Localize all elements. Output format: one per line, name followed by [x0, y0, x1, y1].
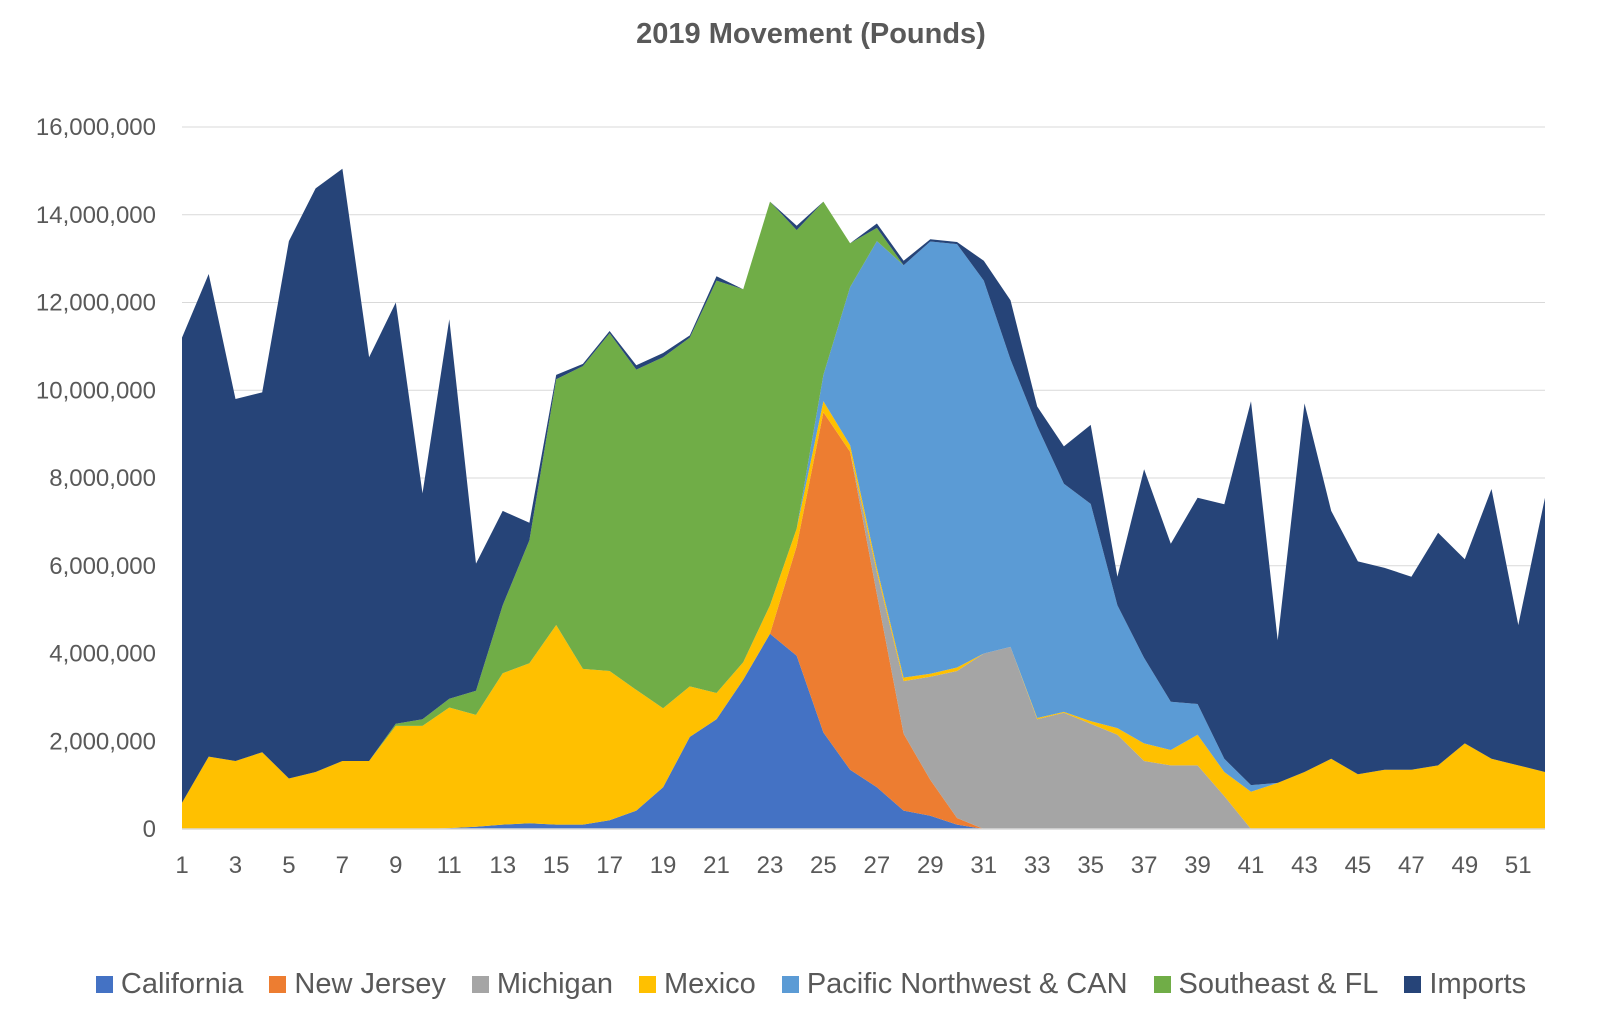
legend-item-new-jersey: New Jersey — [269, 968, 446, 1001]
y-tick-label: 0 — [143, 816, 156, 843]
y-axis-labels: 0 2,000,000 4,000,000 6,000,000 8,000,000 10,… — [36, 114, 156, 843]
legend-swatch — [269, 976, 287, 993]
x-tick-label: 47 — [1398, 852, 1425, 879]
x-tick-label: 51 — [1505, 852, 1532, 879]
legend-item-mexico: Mexico — [638, 968, 756, 1001]
x-tick-label: 7 — [336, 852, 349, 879]
legend-item-imports: Imports — [1404, 968, 1526, 1001]
x-tick-label: 1 — [175, 852, 188, 879]
y-tick-label: 4,000,000 — [49, 641, 156, 668]
legend-item-michigan: Michigan — [471, 968, 613, 1001]
x-tick-label: 23 — [757, 852, 784, 879]
legend-label: Imports — [1429, 968, 1527, 1000]
chart-title: 2019 Movement (Pounds) — [636, 18, 986, 50]
legend-label: New Jersey — [294, 968, 446, 1000]
area-southeast-fl — [182, 201, 1545, 803]
legend-swatch — [1153, 976, 1171, 993]
area-california — [182, 633, 1545, 829]
x-tick-label: 45 — [1345, 852, 1372, 879]
y-tick-label: 12,000,000 — [36, 290, 156, 317]
x-tick-label: 13 — [489, 852, 516, 879]
x-tick-label: 27 — [864, 852, 891, 879]
x-tick-label: 29 — [917, 852, 944, 879]
x-tick-label: 5 — [282, 852, 295, 879]
legend-label: Pacific Northwest & CAN — [806, 968, 1128, 1000]
x-tick-label: 21 — [703, 852, 730, 879]
legend-label: Michigan — [496, 968, 613, 1000]
y-tick-label: 8,000,000 — [49, 465, 156, 492]
x-tick-label: 19 — [650, 852, 677, 879]
legend-label: Southeast & FL — [1178, 968, 1379, 1000]
x-tick-label: 39 — [1184, 852, 1211, 879]
x-tick-label: 31 — [970, 852, 997, 879]
legend-item-pacific-northwest-can: Pacific Northwest & CAN — [781, 968, 1128, 1001]
legend: California New Jersey Michigan Mexico Pacifi… — [0, 968, 1622, 1001]
y-tick-label: 14,000,000 — [36, 202, 156, 229]
legend-item-southeast-fl: Southeast & FL — [1153, 968, 1379, 1001]
legend-swatch — [638, 976, 656, 993]
y-tick-label: 2,000,000 — [49, 728, 156, 755]
y-tick-label: 6,000,000 — [49, 553, 156, 580]
x-tick-label: 41 — [1238, 852, 1265, 879]
x-tick-label: 9 — [389, 852, 402, 879]
x-tick-label: 37 — [1131, 852, 1158, 879]
y-tick-label: 16,000,000 — [36, 114, 156, 141]
x-tick-label: 15 — [543, 852, 570, 879]
area-series — [182, 168, 1545, 829]
x-tick-label: 43 — [1291, 852, 1318, 879]
legend-label: Mexico — [663, 968, 756, 1000]
area-mexico — [182, 401, 1545, 829]
legend-swatch — [781, 976, 799, 993]
legend-swatch — [471, 976, 489, 993]
y-tick-label: 10,000,000 — [36, 377, 156, 404]
legend-item-california: California — [95, 968, 244, 1001]
legend-swatch — [95, 976, 113, 993]
area-pacific-northwest-can — [182, 241, 1545, 803]
x-tick-label: 17 — [596, 852, 623, 879]
x-tick-label: 35 — [1077, 852, 1104, 879]
legend-label: California — [120, 968, 244, 1000]
x-tick-label: 3 — [229, 852, 242, 879]
x-tick-label: 25 — [810, 852, 837, 879]
area-imports — [182, 168, 1545, 803]
area-new-jersey — [182, 412, 1545, 829]
legend-swatch — [1404, 976, 1422, 993]
x-tick-label: 11 — [437, 852, 462, 879]
x-axis-labels: 1 3 5 7 9 11 13 15 17 19 21 23 25 27 29 31 33 35 37 39 41 43 4… — [175, 852, 1531, 879]
x-tick-label: 49 — [1451, 852, 1478, 879]
x-tick-label: 33 — [1024, 852, 1051, 879]
